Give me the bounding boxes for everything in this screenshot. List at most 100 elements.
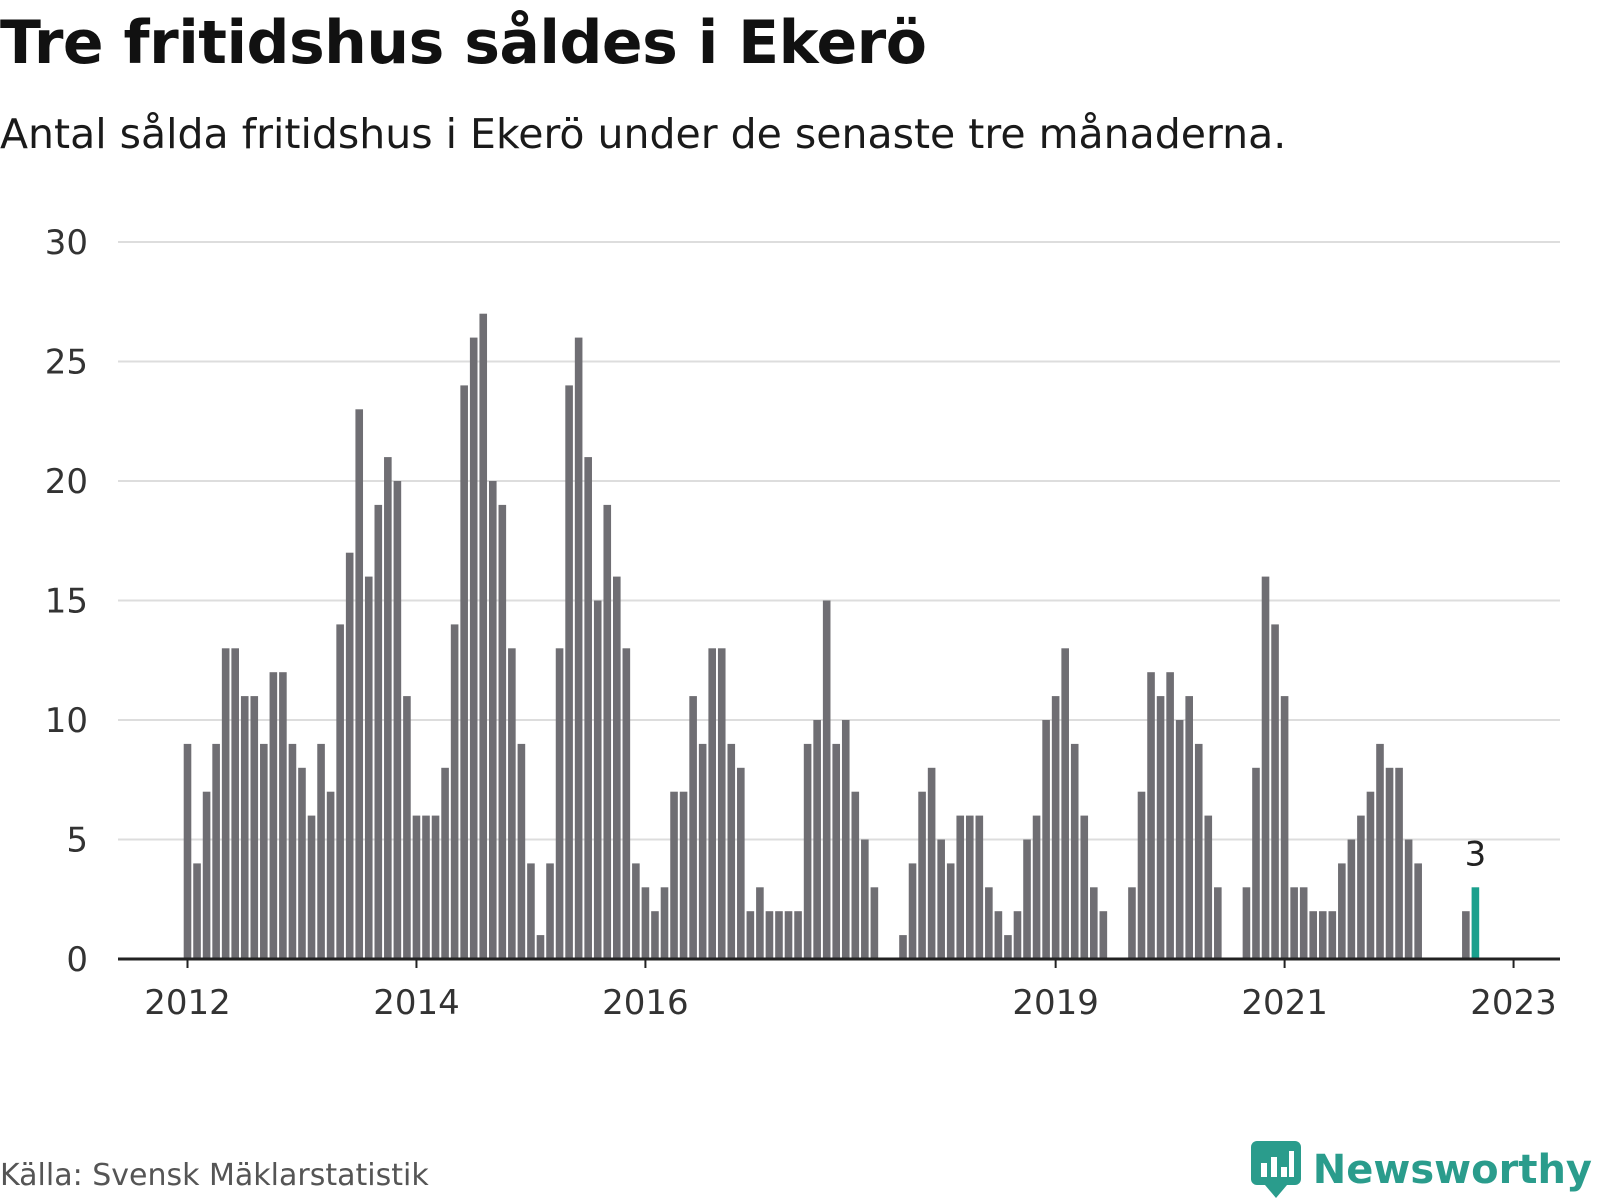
bar [1376,743,1384,959]
bar [431,815,440,959]
newsworthy-logo-icon [1250,1141,1301,1198]
bar [756,887,764,959]
bar [374,504,383,959]
bar [861,839,869,959]
bar [899,935,907,959]
bar [1032,815,1041,959]
y-tick-label: 20 [45,462,88,502]
bar [240,696,249,959]
bar [794,911,802,959]
bar [555,648,564,959]
bar [870,887,879,959]
bar [1404,839,1413,959]
bar [250,696,259,959]
x-tick-label: 2021 [1241,983,1328,1023]
bar [613,576,621,959]
bar [355,409,364,959]
bar [1204,815,1213,959]
bar [479,313,488,959]
bar [298,767,306,959]
bar-chart: 0 5 10 15 20 25 30 2012 2014 2016 2019 2021 2023 3 [45,223,1560,1023]
bar [1252,767,1260,959]
bar [1366,791,1375,959]
x-tick-label: 2014 [373,983,460,1023]
bar [288,743,297,959]
bar [1061,648,1069,959]
bar [784,911,793,959]
bar [1023,839,1031,959]
bar [651,911,659,959]
bar [384,457,392,959]
bar [574,337,583,960]
bar [985,887,993,959]
bar [1185,696,1193,959]
source-note: Källa: Svensk Mäklarstatistik [0,1158,429,1193]
bar [345,552,354,959]
bar [1385,767,1394,959]
bar [660,887,669,959]
bar [1137,791,1146,959]
chart-title: Tre fritidshus såldes i Ekerö [0,8,927,78]
bar [183,743,192,959]
bar [937,839,945,959]
bar [1099,911,1108,959]
bar [269,672,278,959]
bar [422,815,430,959]
bar [1309,911,1318,959]
bar [317,743,325,959]
bar [956,815,965,959]
bar [307,815,316,959]
bar [1261,576,1270,959]
bar [689,696,697,959]
bar [536,935,545,959]
bar [1290,887,1298,959]
bar [927,767,936,959]
bar [517,743,526,959]
bar [994,911,1003,959]
bar [1166,672,1174,959]
bar [1128,887,1136,959]
bar [1318,911,1327,959]
bar [498,504,507,959]
bar [260,743,268,959]
y-tick-label: 5 [66,821,88,861]
bar [746,911,755,959]
bar [1175,720,1184,959]
bar [279,672,287,959]
bar [403,696,411,959]
annotations: 3 [1465,834,1487,874]
brand-name: Newsworthy [1312,1147,1592,1193]
bar [832,743,841,959]
bar [565,385,573,959]
bar [737,767,745,959]
x-axis: 2012 2014 2016 2019 2021 2023 [118,957,1560,1023]
bar [717,648,726,959]
bar [1070,743,1079,959]
bar [1462,911,1470,959]
bar [1395,767,1403,959]
bar [813,720,821,959]
bar [1080,815,1089,959]
bar [584,457,592,959]
bar [469,337,478,960]
bar [1051,696,1060,959]
bar [851,791,860,959]
bar [1299,887,1308,959]
bar [1214,887,1222,959]
highlight-data-label: 3 [1465,834,1487,874]
bar [488,481,497,959]
y-tick-label: 30 [45,223,88,263]
y-tick-label: 0 [66,940,88,980]
bar [364,576,373,959]
bar [212,743,220,959]
bar [221,648,230,959]
bar [775,911,783,959]
bar [727,743,736,959]
x-tick-label: 2023 [1470,983,1557,1023]
bar [965,815,974,959]
bar [1004,935,1012,959]
bar [1414,863,1422,959]
brand-logo-block[interactable]: Newsworthy [1250,1140,1592,1200]
bar [822,600,831,959]
y-tick-label: 15 [45,582,88,622]
